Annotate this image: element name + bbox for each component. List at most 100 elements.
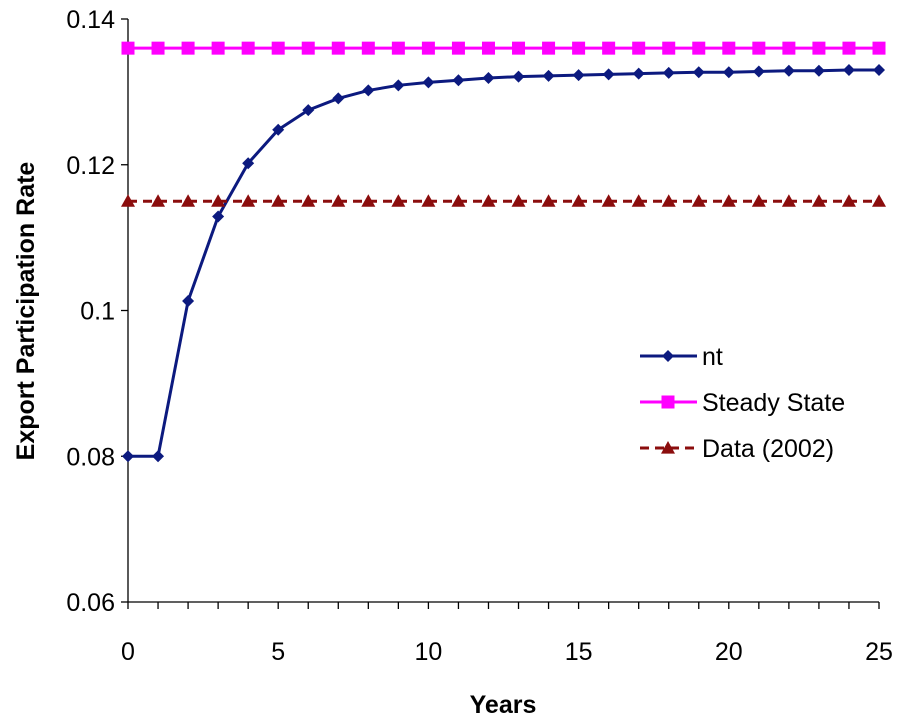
data-point (392, 79, 405, 92)
y-axis-title: Export Participation Rate (12, 162, 40, 461)
data-point (122, 450, 134, 463)
data-point (752, 41, 766, 55)
legend-item: Data (2002) (640, 435, 834, 463)
x-tick-label: 0 (121, 638, 135, 666)
legend-item: nt (640, 343, 723, 371)
data-point (301, 41, 315, 55)
data-point (632, 41, 646, 55)
data-point (722, 66, 735, 79)
x-tick-label: 20 (715, 638, 743, 666)
legend-label: Data (2002) (702, 435, 834, 463)
data-point (481, 194, 496, 207)
y-tick-label: 0.06 (66, 589, 115, 617)
data-point (572, 41, 586, 55)
data-point (542, 41, 556, 55)
data-point (421, 41, 435, 55)
data-point (121, 194, 135, 207)
data-point (271, 194, 286, 207)
data-point (661, 194, 676, 207)
data-point (391, 41, 405, 55)
data-point (602, 68, 615, 81)
data-point (241, 194, 256, 207)
data-point (482, 72, 495, 85)
data-point (812, 64, 825, 77)
data-point (512, 41, 526, 55)
data-point (872, 194, 886, 207)
data-point (452, 74, 465, 87)
legend-item: Steady State (640, 389, 845, 417)
legend-marker (661, 441, 675, 454)
data-point (332, 92, 345, 105)
data-point (121, 41, 135, 55)
data-point (602, 41, 616, 55)
data-point (722, 41, 736, 55)
data-point (212, 210, 225, 223)
data-point (152, 450, 165, 463)
data-point (812, 41, 826, 55)
data-point (302, 104, 315, 117)
y-tick-label: 0.14 (66, 6, 115, 34)
data-point (782, 41, 796, 55)
data-point (571, 194, 586, 207)
data-point (151, 41, 165, 55)
data-point (451, 41, 465, 55)
data-point (241, 41, 255, 55)
data-point (211, 194, 226, 207)
series-1 (122, 64, 885, 463)
y-tick-label: 0.1 (80, 298, 115, 326)
legend-marker (662, 350, 674, 362)
data-point (272, 123, 285, 136)
data-point (181, 194, 196, 207)
data-point (361, 41, 375, 55)
data-point (422, 76, 435, 89)
data-point (751, 194, 766, 207)
data-point (361, 194, 376, 207)
data-point (572, 69, 585, 82)
data-point (811, 194, 826, 207)
data-point (211, 41, 225, 55)
y-tick-label: 0.08 (66, 443, 115, 471)
x-tick-label: 25 (865, 638, 893, 666)
plot-area: 0.06 0.08 0.1 0.12 0.14 0 5 10 15 20 25 (66, 6, 893, 666)
data-point (872, 41, 886, 55)
x-axis-title: Years (470, 691, 537, 719)
data-point (242, 157, 255, 170)
data-point (691, 194, 706, 207)
data-point (331, 194, 346, 207)
data-point (301, 194, 316, 207)
x-tick-label: 5 (271, 638, 285, 666)
data-point (632, 67, 645, 80)
data-point (662, 66, 675, 79)
data-point (362, 84, 375, 97)
legend: nt Steady State Data (2002) (640, 343, 845, 463)
data-point (692, 41, 706, 55)
legend-label: Steady State (702, 389, 845, 417)
data-point (662, 41, 676, 55)
data-point (391, 194, 406, 207)
data-point (511, 194, 526, 207)
data-point (271, 41, 285, 55)
series-2 (121, 41, 886, 55)
x-tick-label: 15 (565, 638, 593, 666)
series-3 (121, 194, 886, 207)
data-point (601, 194, 616, 207)
data-point (541, 194, 556, 207)
data-point (873, 64, 885, 77)
data-point (692, 66, 705, 79)
data-point (451, 194, 466, 207)
data-point (481, 41, 495, 55)
data-point (782, 64, 795, 77)
legend-label: nt (702, 343, 723, 371)
data-point (841, 194, 856, 207)
legend-marker (661, 395, 675, 409)
y-tick-label: 0.12 (66, 152, 115, 180)
data-point (151, 194, 166, 207)
data-point (182, 295, 195, 308)
data-point (181, 41, 195, 55)
data-point (842, 41, 856, 55)
data-point (512, 70, 525, 83)
series-layer (121, 41, 886, 463)
data-point (631, 194, 646, 207)
data-point (752, 65, 765, 78)
